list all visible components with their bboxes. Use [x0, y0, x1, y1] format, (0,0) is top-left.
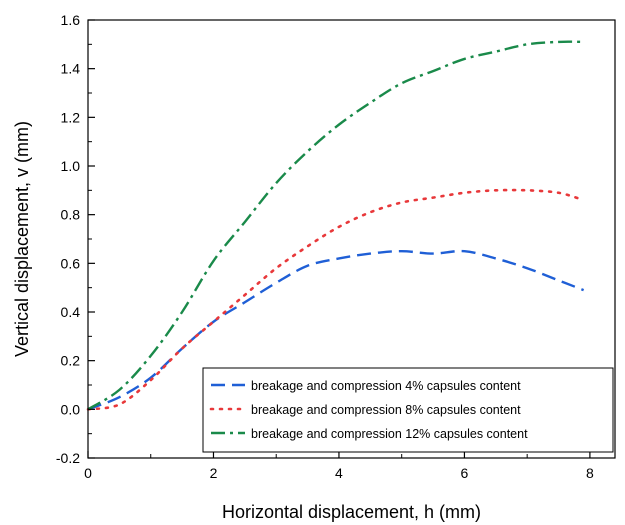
y-tick-label: 1.4: [61, 61, 81, 77]
y-axis-title: Vertical displacement, v (mm): [12, 121, 32, 357]
y-tick-label: 0.6: [61, 255, 81, 271]
y-tick-label: 0.2: [61, 353, 81, 369]
series-line-2: [86, 188, 585, 411]
series-line-3: [87, 40, 584, 411]
series-line-1: [87, 249, 585, 411]
y-tick-label: 1.6: [61, 12, 81, 28]
x-tick-label: 4: [335, 465, 343, 481]
x-tick-label: 6: [461, 465, 469, 481]
legend-label-3: breakage and compression 12% capsules co…: [251, 427, 528, 441]
series-layer: [86, 40, 585, 411]
x-axis-title: Horizontal displacement, h (mm): [222, 502, 481, 522]
x-tick-label: 0: [84, 465, 92, 481]
legend-label-1: breakage and compression 4% capsules con…: [251, 379, 521, 393]
axes-layer: 0 2 4 6 8 -0.2 0.0 0.2 0.4 0.6 0.8 1.0 1.2 1.4 1.6: [56, 12, 616, 481]
y-tick-label: -0.2: [56, 450, 80, 466]
y-tick-label: 0.4: [61, 304, 81, 320]
y-tick-label: 0.0: [61, 401, 81, 417]
x-tick-label: 8: [586, 465, 594, 481]
y-tick-label: 1.2: [61, 109, 81, 125]
x-tick-label: 2: [210, 465, 218, 481]
legend-label-2: breakage and compression 8% capsules con…: [251, 403, 521, 417]
y-tick-label: 0.8: [61, 207, 81, 223]
legend: breakage and compression 4% capsules con…: [202, 367, 614, 453]
legend-box: [202, 367, 614, 453]
y-tick-label: 1.0: [61, 158, 81, 174]
